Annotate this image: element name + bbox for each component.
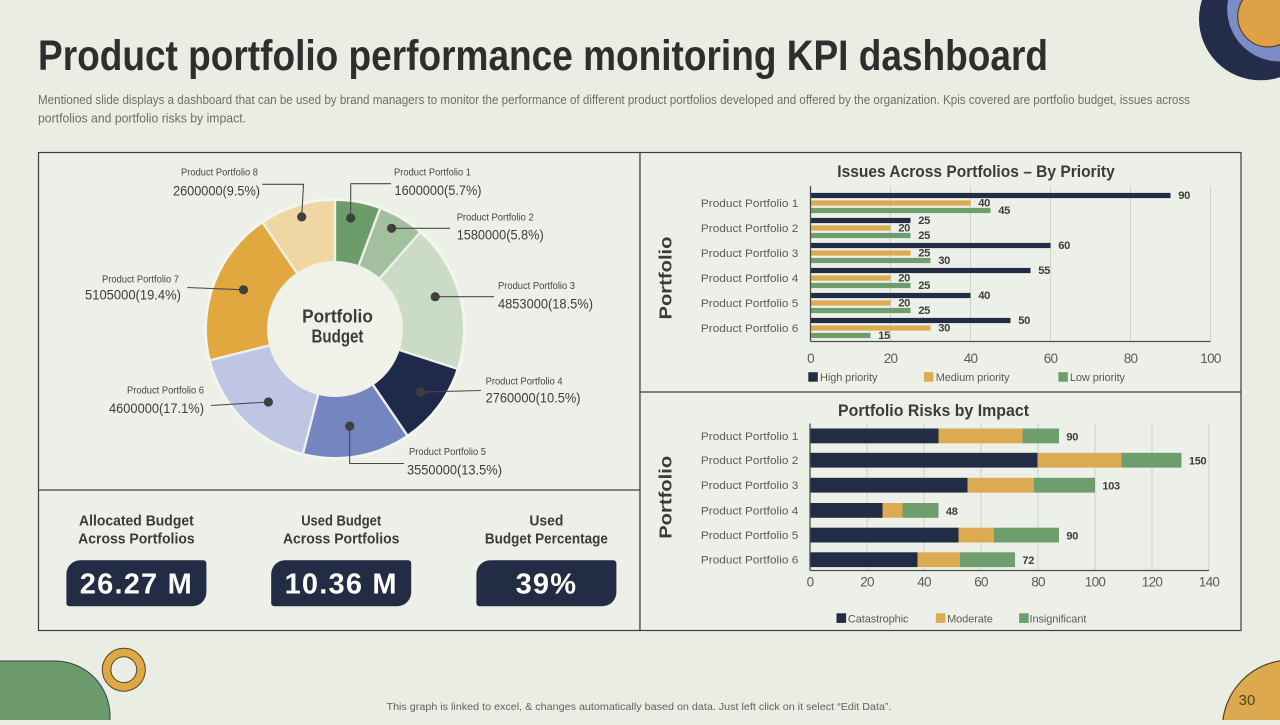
svg-text:Product Portfolio 4: Product Portfolio 4 [486,375,563,387]
svg-text:120: 120 [1142,575,1163,590]
svg-text:Portfolio: Portfolio [656,237,676,320]
svg-text:10.36 M: 10.36 M [285,569,398,601]
svg-text:Product Portfolio 5: Product Portfolio 5 [409,446,486,458]
svg-text:40: 40 [964,351,978,366]
svg-text:25: 25 [918,230,930,242]
svg-text:15: 15 [878,330,890,342]
svg-text:Product Portfolio 2: Product Portfolio 2 [701,223,798,235]
svg-text:Insignificant: Insignificant [1030,613,1087,625]
svg-text:Product Portfolio 1: Product Portfolio 1 [394,166,471,178]
svg-text:90: 90 [1066,531,1078,543]
svg-text:Across Portfolios: Across Portfolios [78,531,195,548]
svg-text:Medium priority: Medium priority [936,372,1010,384]
svg-text:80: 80 [1031,575,1045,590]
svg-text:Product Portfolio 2: Product Portfolio 2 [701,455,798,467]
svg-text:Portfolio: Portfolio [302,306,373,327]
svg-text:Product Portfolio 4: Product Portfolio 4 [701,273,798,285]
svg-text:20: 20 [860,575,874,590]
svg-text:Product Portfolio 5: Product Portfolio 5 [701,530,798,542]
svg-text:100: 100 [1200,351,1221,366]
svg-text:Product Portfolio 3: Product Portfolio 3 [701,480,798,492]
svg-text:Product Portfolio 3: Product Portfolio 3 [701,248,798,260]
svg-text:Product Portfolio 1: Product Portfolio 1 [701,198,798,210]
svg-text:3550000(13.5%): 3550000(13.5%) [407,462,502,478]
svg-text:39%: 39% [516,569,578,601]
svg-text:60: 60 [1044,351,1058,366]
svg-text:100: 100 [1085,575,1106,590]
svg-text:Product portfolio performance: Product portfolio performance monitoring… [38,32,1048,80]
svg-text:Portfolio: Portfolio [656,456,676,539]
svg-text:80: 80 [1124,351,1138,366]
svg-text:This graph is linked to excel,: This graph is linked to excel, & changes… [387,701,892,713]
svg-text:26.27 M: 26.27 M [80,569,193,601]
svg-text:5105000(19.4%): 5105000(19.4%) [85,287,181,303]
svg-text:40: 40 [917,575,931,590]
svg-text:Portfolio Risks by Impact: Portfolio Risks by Impact [838,401,1029,420]
svg-text:Allocated Budget: Allocated Budget [79,513,194,530]
svg-text:High priority: High priority [820,372,878,384]
svg-text:30: 30 [1239,692,1256,709]
svg-text:25: 25 [918,280,930,292]
svg-text:45: 45 [998,205,1010,217]
svg-text:2600000(9.5%): 2600000(9.5%) [173,183,260,199]
svg-text:Product Portfolio 5: Product Portfolio 5 [701,298,798,310]
svg-text:Budget: Budget [312,326,364,347]
svg-text:60: 60 [1058,240,1070,252]
svg-text:Low priority: Low priority [1070,372,1126,384]
svg-text:Moderate: Moderate [947,613,993,625]
svg-text:Product Portfolio 1: Product Portfolio 1 [701,431,798,443]
svg-text:Budget Percentage: Budget Percentage [485,531,608,548]
svg-text:Product Portfolio 6: Product Portfolio 6 [127,384,204,396]
svg-text:Across Portfolios: Across Portfolios [283,531,400,548]
svg-text:Issues Across Portfolios – By: Issues Across Portfolios – By Priority [837,162,1115,181]
svg-text:30: 30 [938,323,950,335]
svg-text:30: 30 [938,255,950,267]
svg-text:portfolios and portfolio risks: portfolios and portfolio risks by impact… [38,111,246,126]
svg-text:Product Portfolio 6: Product Portfolio 6 [701,555,798,567]
svg-text:90: 90 [1066,431,1078,443]
svg-text:Product Portfolio 8: Product Portfolio 8 [181,166,258,178]
svg-text:140: 140 [1199,575,1220,590]
svg-text:0: 0 [807,575,814,590]
svg-text:72: 72 [1022,555,1034,567]
svg-text:Mentioned slide displays a das: Mentioned slide displays a dashboard tha… [38,92,1190,107]
svg-text:20: 20 [884,351,898,366]
svg-text:55: 55 [1038,265,1050,277]
svg-text:Product Portfolio 3: Product Portfolio 3 [498,280,575,292]
svg-text:25: 25 [918,248,930,260]
svg-text:103: 103 [1102,481,1120,493]
svg-text:Used Budget: Used Budget [301,513,381,530]
svg-text:2760000(10.5%): 2760000(10.5%) [486,390,581,406]
svg-text:Product Portfolio 6: Product Portfolio 6 [701,323,798,335]
svg-text:40: 40 [978,198,990,210]
svg-text:1600000(5.7%): 1600000(5.7%) [395,182,482,198]
svg-text:25: 25 [918,305,930,317]
svg-text:Product Portfolio 4: Product Portfolio 4 [701,505,798,517]
svg-text:150: 150 [1189,456,1207,468]
svg-text:Product Portfolio 7: Product Portfolio 7 [102,273,179,285]
svg-text:60: 60 [974,575,988,590]
svg-text:4853000(18.5%): 4853000(18.5%) [498,296,593,312]
svg-text:90: 90 [1178,190,1190,202]
svg-text:0: 0 [807,351,814,366]
svg-text:1580000(5.8%): 1580000(5.8%) [457,227,544,243]
svg-text:Used: Used [529,513,563,530]
svg-text:Product Portfolio 2: Product Portfolio 2 [457,211,534,223]
svg-text:20: 20 [898,273,910,285]
svg-text:25: 25 [918,215,930,227]
svg-text:Catastrophic: Catastrophic [848,613,909,625]
svg-text:4600000(17.1%): 4600000(17.1%) [109,400,204,416]
svg-text:48: 48 [946,506,958,518]
svg-text:20: 20 [898,223,910,235]
svg-text:20: 20 [898,298,910,310]
svg-text:40: 40 [978,290,990,302]
svg-text:50: 50 [1018,315,1030,327]
